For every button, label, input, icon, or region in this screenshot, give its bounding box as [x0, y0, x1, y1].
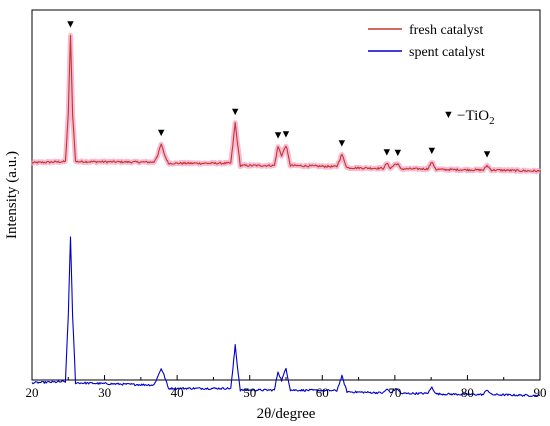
tio2-label: −TiO2	[457, 108, 495, 127]
tio2-label-main: −TiO	[457, 108, 489, 124]
peak-marker-0: ▼	[65, 19, 76, 31]
plot-frame	[31, 9, 541, 381]
legend: fresh catalyst spent catalyst	[368, 23, 485, 60]
series-line-1	[31, 236, 541, 398]
x-tick-label-3: 50	[243, 385, 256, 400]
series-line-0	[31, 34, 540, 173]
peak-marker-1: ▼	[156, 127, 167, 139]
series-layer	[30, 33, 542, 398]
peak-marker-7: ▼	[392, 147, 403, 159]
peak-marker-9: ▼	[482, 149, 493, 161]
y-axis-label: Intensity (a.u.)	[4, 151, 20, 239]
peak-marker-3: ▼	[273, 129, 284, 141]
x-axis-ticks: 20 30 40 50 60 70 80 90	[26, 375, 547, 400]
x-axis-label: 2θ/degree	[257, 406, 316, 422]
x-tick-label-0: 20	[26, 385, 39, 400]
x-tick-label-2: 40	[171, 385, 184, 400]
tio2-annotation: ▼ −TiO2	[443, 108, 495, 127]
peak-marker-8: ▼	[426, 145, 437, 157]
tio2-label-subscript: 2	[489, 115, 495, 127]
x-tick-label-4: 60	[316, 385, 329, 400]
x-tick-label-5: 70	[388, 385, 401, 400]
legend-label-spent: spent catalyst	[409, 45, 485, 60]
legend-label-fresh: fresh catalyst	[409, 23, 483, 38]
peak-marker-4: ▼	[281, 128, 292, 140]
peak-markers: ▼▼▼▼▼▼▼ ▼ ▼ ▼	[65, 19, 492, 161]
peak-marker-6: ▼	[381, 146, 392, 158]
peak-marker-5: ▼	[336, 137, 347, 149]
x-tick-label-6: 80	[461, 385, 474, 400]
x-tick-label-1: 30	[98, 385, 111, 400]
peak-marker-2: ▼	[230, 106, 241, 118]
x-tick-label-7: 90	[534, 385, 547, 400]
tio2-marker-symbol: ▼	[443, 109, 454, 121]
